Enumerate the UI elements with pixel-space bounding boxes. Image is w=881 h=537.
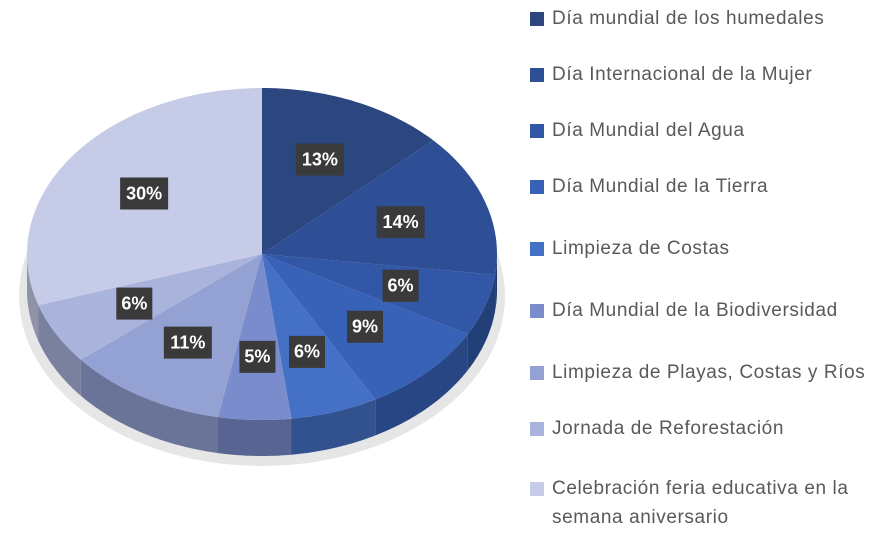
label-box [376,206,425,239]
slice [262,254,496,334]
data-label: 6% [121,293,147,313]
label-box [116,287,153,320]
legend-label: Día Mundial de la Tierra [552,176,769,197]
legend-item: Día Internacional de la Mujer [530,60,875,89]
slice-side [38,305,81,396]
legend-item: Día mundial de los humedales [530,4,875,33]
legend-swatch [530,12,544,26]
slice [218,254,292,420]
data-label: 13% [302,149,338,169]
data-label: 6% [294,342,320,362]
label-box [163,326,212,359]
data-label: 6% [388,276,414,296]
legend-item: Celebración feria educativa en la semana… [530,474,875,532]
label-box [239,340,276,373]
legend-swatch [530,304,544,318]
legend-label: Día Mundial del Agua [552,120,745,141]
legend-item: Día Mundial de la Biodiversidad [530,296,875,325]
slice-side [80,359,219,454]
legend-item: Día Mundial de la Tierra [530,172,875,201]
slice-side [291,399,376,455]
legend-label: Día Internacional de la Mujer [552,64,813,85]
legend-item: Limpieza de Playas, Costas y Ríos [530,358,875,387]
legend-swatch [530,366,544,380]
slice-side [495,254,497,311]
label-box [295,143,344,176]
legend-label: Día Mundial de la Biodiversidad [552,300,838,321]
legend-label: Limpieza de Costas [552,238,730,259]
slice-side [467,274,496,370]
legend-label: Celebración feria educativa en la semana… [552,478,849,528]
legend-swatch [530,422,544,436]
legend-swatch [530,482,544,496]
data-label: 9% [352,317,378,337]
legend-swatch [530,242,544,256]
slice-side [218,417,292,456]
label-box [347,310,384,343]
slice-side [27,254,39,342]
label-box [382,269,419,302]
legend-label: Jornada de Reforestación [552,418,784,439]
legend-label: Día mundial de los humedales [552,8,825,29]
slice [262,88,434,254]
legend-label: Limpieza de Playas, Costas y Ríos [552,362,866,383]
data-label: 30% [126,183,162,203]
data-label: 11% [170,332,205,352]
legend-swatch [530,180,544,194]
label-box [289,335,326,368]
legend-item: Limpieza de Costas [530,234,875,263]
legend-swatch [530,124,544,138]
legend-item: Día Mundial del Agua [530,116,875,145]
legend-swatch [530,68,544,82]
slice-side [375,334,468,436]
label-box [120,177,169,210]
data-label: 14% [383,212,419,232]
legend-item: Jornada de Reforestación [530,414,875,443]
data-label: 5% [244,347,270,367]
